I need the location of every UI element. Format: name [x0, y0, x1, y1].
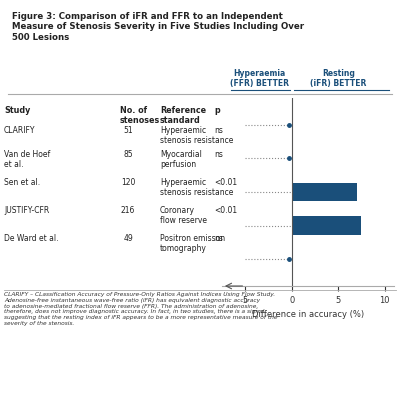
Text: CLARIFY – CLassification Accuracy of Pressure-Only Ratios Against Indices Using : CLARIFY – CLassification Accuracy of Pre…	[4, 292, 278, 326]
Text: <0.01: <0.01	[214, 206, 237, 215]
X-axis label: Difference in accuracy (%): Difference in accuracy (%)	[252, 310, 364, 319]
Text: Coronary
flow reserve: Coronary flow reserve	[160, 206, 207, 226]
Text: ns: ns	[214, 234, 223, 243]
Text: ns: ns	[214, 150, 223, 159]
Text: Hyperaemic
stenosis resistance: Hyperaemic stenosis resistance	[160, 126, 233, 146]
Text: Figure 3: Comparison of iFR and FFR to an Independent
Measure of Stenosis Severi: Figure 3: Comparison of iFR and FFR to a…	[12, 12, 304, 42]
Text: 120: 120	[121, 178, 135, 187]
Text: 216: 216	[121, 206, 135, 215]
Text: No. of
stenoses: No. of stenoses	[120, 106, 160, 125]
Text: p: p	[214, 106, 220, 115]
Text: Sen et al.: Sen et al.	[4, 178, 40, 187]
Bar	[292, 183, 357, 201]
Text: Positron emisson
tomography: Positron emisson tomography	[160, 234, 225, 254]
Text: Hyperaemia
(FFR) BETTER: Hyperaemia (FFR) BETTER	[230, 68, 289, 88]
Text: 51: 51	[123, 126, 133, 135]
Text: Hyperaemic
stenosis resistance: Hyperaemic stenosis resistance	[160, 178, 233, 197]
Text: Reference
standard: Reference standard	[160, 106, 206, 125]
Text: 85: 85	[123, 150, 133, 159]
Text: Resting
(iFR) BETTER: Resting (iFR) BETTER	[310, 68, 366, 88]
Text: JUSTIFY-CFR: JUSTIFY-CFR	[4, 206, 49, 215]
Text: 49: 49	[123, 234, 133, 243]
Text: Van de Hoef
et al.: Van de Hoef et al.	[4, 150, 50, 170]
Text: ns: ns	[214, 126, 223, 135]
Text: Study: Study	[4, 106, 30, 115]
Text: <0.01: <0.01	[214, 178, 237, 187]
Text: CLARIFY: CLARIFY	[4, 126, 36, 135]
Text: De Ward et al.: De Ward et al.	[4, 234, 58, 243]
Bar	[292, 216, 362, 235]
Text: Myocardial
perfusion: Myocardial perfusion	[160, 150, 202, 170]
